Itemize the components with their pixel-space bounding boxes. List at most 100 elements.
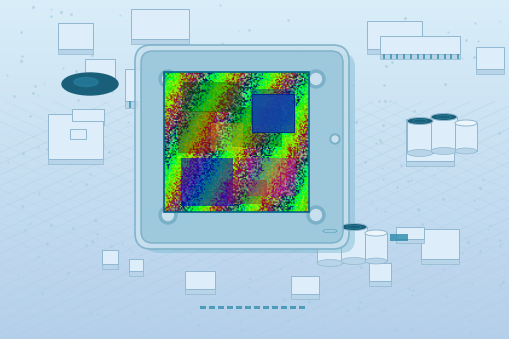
Bar <box>0 165 509 170</box>
Bar <box>181 158 233 206</box>
Bar <box>0 216 509 220</box>
Bar <box>0 17 509 21</box>
Bar <box>185 271 215 289</box>
Bar <box>397 54 399 59</box>
Bar <box>47 159 102 164</box>
Ellipse shape <box>431 147 457 155</box>
Bar <box>0 98 509 102</box>
Bar <box>0 297 509 301</box>
Bar <box>72 121 104 125</box>
Bar <box>0 38 509 42</box>
Ellipse shape <box>310 74 322 84</box>
Bar <box>0 199 509 203</box>
Bar <box>430 54 432 59</box>
Bar <box>0 34 509 38</box>
Bar <box>269 123 311 161</box>
Bar <box>450 54 453 59</box>
Bar <box>0 68 509 72</box>
Bar <box>0 233 509 237</box>
Bar <box>131 39 189 44</box>
Bar <box>0 254 509 259</box>
Bar <box>174 101 177 108</box>
Bar <box>431 117 457 151</box>
Bar <box>85 59 115 81</box>
Bar <box>0 110 509 115</box>
Bar <box>0 25 509 30</box>
Bar <box>317 231 343 263</box>
Bar <box>155 101 157 108</box>
Bar <box>0 263 509 267</box>
Bar <box>291 294 319 299</box>
Bar <box>0 51 509 55</box>
Bar <box>281 306 287 309</box>
Bar <box>148 101 151 108</box>
Bar <box>252 94 294 132</box>
Bar <box>0 76 509 80</box>
Bar <box>0 123 509 127</box>
Bar <box>0 241 509 246</box>
Bar <box>0 55 509 59</box>
Bar <box>0 80 509 85</box>
Bar <box>0 13 509 17</box>
Bar <box>383 54 385 59</box>
Bar <box>0 186 509 191</box>
Bar <box>380 36 460 54</box>
Bar <box>102 250 118 264</box>
Bar <box>0 119 509 123</box>
Ellipse shape <box>159 206 177 224</box>
Bar <box>476 47 504 69</box>
Bar <box>0 305 509 309</box>
Bar <box>291 276 319 294</box>
Bar <box>0 275 509 280</box>
Bar <box>406 119 454 161</box>
Bar <box>0 136 509 140</box>
Bar <box>0 170 509 174</box>
Ellipse shape <box>307 206 325 224</box>
Bar <box>0 148 509 153</box>
Ellipse shape <box>332 136 338 142</box>
Bar <box>70 129 86 139</box>
Bar <box>269 161 311 166</box>
Bar <box>0 72 509 76</box>
Bar <box>211 123 243 151</box>
Bar <box>0 309 509 314</box>
Bar <box>248 158 296 196</box>
Bar <box>0 284 509 288</box>
Bar <box>72 109 104 121</box>
Bar <box>421 229 459 259</box>
Bar <box>443 54 445 59</box>
Ellipse shape <box>330 134 340 144</box>
Bar <box>299 306 305 309</box>
Bar <box>365 233 387 261</box>
Bar <box>0 93 509 98</box>
Ellipse shape <box>455 120 477 126</box>
Bar <box>0 288 509 292</box>
Bar <box>0 237 509 241</box>
Ellipse shape <box>407 149 433 157</box>
Bar <box>0 314 509 318</box>
Bar <box>0 318 509 322</box>
Bar <box>85 81 115 86</box>
Bar <box>0 280 509 284</box>
Bar <box>142 101 145 108</box>
Bar <box>251 89 293 125</box>
Bar <box>407 121 433 153</box>
Ellipse shape <box>455 148 477 154</box>
Bar <box>0 47 509 51</box>
Bar <box>0 102 509 106</box>
Bar <box>58 23 93 49</box>
Bar <box>167 101 170 108</box>
Bar <box>0 178 509 182</box>
Bar <box>0 0 509 4</box>
Bar <box>245 101 247 108</box>
Ellipse shape <box>62 73 118 95</box>
Bar <box>0 191 509 195</box>
Bar <box>225 101 228 108</box>
Ellipse shape <box>365 230 387 236</box>
Bar <box>0 4 509 8</box>
Bar <box>0 195 509 199</box>
Bar <box>272 306 278 309</box>
Bar <box>182 82 242 112</box>
Bar <box>0 115 509 119</box>
Bar <box>0 224 509 229</box>
